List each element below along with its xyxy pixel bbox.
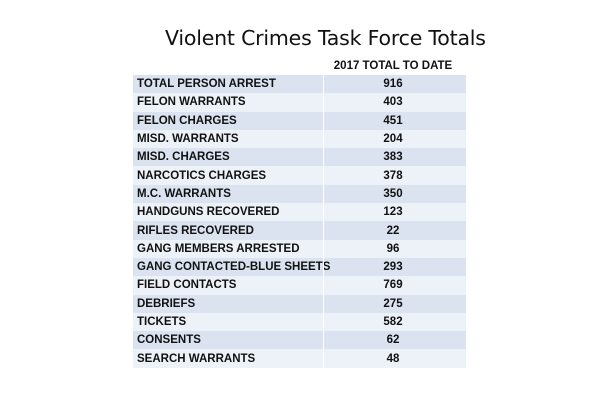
row-label: GANG CONTACTED-BLUE SHEETS [137,261,331,274]
table-row: CONSENTS 62 [133,331,466,350]
row-value: 48 [386,352,400,365]
table-row: RIFLES RECOVERED 22 [133,221,466,240]
table-row: MISD. WARRANTS 204 [133,129,466,149]
row-value: 378 [383,169,403,182]
row-label: CONSENTS [137,334,201,347]
totals-table: 2017 TOTAL TO DATE TOTAL PERSON ARREST 91… [133,56,466,368]
row-value: 383 [383,151,403,164]
table-row: MISD. CHARGES 383 [133,148,466,167]
row-value: 582 [383,316,403,328]
table-row: SEARCH WARRANTS 48 [133,349,466,368]
row-label: HANDGUNS RECOVERED [137,206,280,219]
row-value: 293 [383,261,403,274]
table-row: GANG MEMBERS ARRESTED 96 [133,239,466,258]
row-label: SEARCH WARRANTS [137,352,256,365]
row-label: RIFLES RECOVERED [137,224,254,237]
table-row: NARCOTICS CHARGES 378 [133,166,466,185]
table-row: FIELD CONTACTS 769 [133,276,466,295]
row-label: GANG MEMBERS ARRESTED [137,242,300,255]
row-value: 204 [383,133,403,146]
row-label: NARCOTICS CHARGES [137,169,267,182]
row-value: 123 [383,206,403,219]
row-value: 96 [386,242,400,255]
row-value: 275 [383,297,403,310]
table-header-row: 2017 TOTAL TO DATE [133,56,466,75]
table-row: DEBRIEFS 275 [133,294,466,313]
row-label: TOTAL PERSON ARREST [137,78,276,91]
table-row: M.C. WARRANTS 350 [133,184,466,204]
row-label: DEBRIEFS [137,297,196,310]
row-label: FELON CHARGES [137,114,237,127]
header-value-cell: 2017 TOTAL TO DATE [333,59,453,72]
row-label: MISD. CHARGES [137,151,230,164]
row-value: 22 [386,224,400,237]
table-row: GANG CONTACTED-BLUE SHEETS 293 [133,257,466,277]
table-body: TOTAL PERSON ARREST 916 FELON WARRANTS 403 F… [133,75,466,368]
table-row: FELON CHARGES 451 [133,111,466,130]
row-value: 916 [383,78,403,91]
table-row: TICKETS 582 [133,312,466,332]
row-label: TICKETS [137,316,187,328]
row-label: FIELD CONTACTS [137,279,237,292]
row-value: 350 [383,187,403,200]
row-value: 769 [383,279,403,292]
table-row: FELON WARRANTS 403 [133,93,466,112]
column-divider [323,56,324,368]
table-row: HANDGUNS RECOVERED 123 [133,203,466,222]
row-label: MISD. WARRANTS [137,133,239,146]
row-label: M.C. WARRANTS [137,187,231,200]
table-row: TOTAL PERSON ARREST 916 [133,75,466,94]
row-value: 403 [383,96,403,109]
row-value: 62 [386,334,400,347]
row-label: FELON WARRANTS [137,96,246,109]
page-title: Violent Crimes Task Force Totals [165,26,486,50]
row-value: 451 [383,114,403,127]
